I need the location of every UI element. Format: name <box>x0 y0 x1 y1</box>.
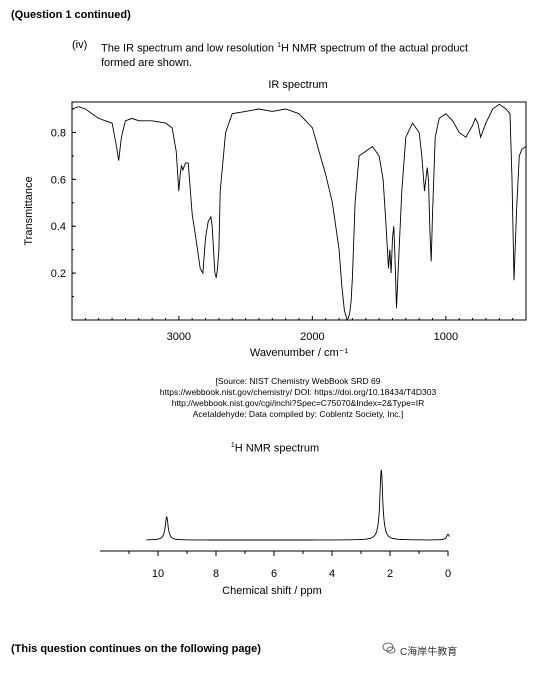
question-text-line2: formed are shown. <box>101 56 193 69</box>
nmr-x-tick-label: 8 <box>213 568 219 580</box>
nmr-x-axis: 10 8 6 4 2 0 <box>128 551 451 580</box>
ir-y-tick-label: 0.4 <box>51 221 66 233</box>
ir-x-label: Wavenumber / cm⁻¹ <box>250 347 349 359</box>
source-line-4: Acetaldehyde: Data compiled by: Coblentz… <box>192 409 404 419</box>
ir-y-label: Transmittance <box>23 176 35 245</box>
ir-x-tick-label: 3000 <box>167 331 191 343</box>
question-text-pre: The IR spectrum and low resolution <box>101 42 278 55</box>
ir-y-tick-label: 0.6 <box>51 174 66 186</box>
ir-x-axis: 3000 2000 1000 <box>84 316 514 343</box>
nmr-title: 1H NMR spectrum <box>100 442 450 455</box>
ir-spectrum-line <box>71 103 527 322</box>
wechat-icon <box>382 642 396 654</box>
continues-footer: (This question continues on the followin… <box>11 643 261 655</box>
ir-y-tick-label: 0.8 <box>51 127 66 139</box>
ir-y-tick-label: 0.2 <box>51 268 66 280</box>
source-citation: [Source: NIST Chemistry WebBook SRD 69 h… <box>70 376 526 420</box>
question-text-post: H NMR spectrum of the actual product <box>281 42 469 55</box>
question-text: The IR spectrum and low resolution 1H NM… <box>101 39 521 70</box>
question-text-superscript: 1 <box>277 42 281 49</box>
source-line-3: http://webbook.nist.gov/cgi/inchi?Spec=C… <box>171 398 425 408</box>
question-number: (iv) <box>72 39 88 51</box>
ir-title: IR spectrum <box>268 79 328 91</box>
ir-x-tick-label: 2000 <box>300 331 324 343</box>
ir-x-tick-label: 1000 <box>434 331 458 343</box>
source-line-1: [Source: NIST Chemistry WebBook SRD 69 <box>215 376 381 386</box>
nmr-x-label: Chemical shift / ppm <box>222 585 322 597</box>
nmr-spectrum-line <box>146 469 450 541</box>
nmr-title-text: H NMR spectrum <box>234 442 320 455</box>
nmr-x-tick-label: 4 <box>329 568 335 580</box>
ir-y-axis: 0.2 0.4 0.6 0.8 <box>51 108 76 298</box>
nmr-x-tick-label: 6 <box>271 568 277 580</box>
nmr-x-tick-label: 0 <box>445 568 451 580</box>
source-line-2: https://webbook.nist.gov/chemistry/ DOI:… <box>159 387 437 397</box>
watermark-text: C海岸牛教育 <box>400 647 458 658</box>
nmr-x-tick-label: 10 <box>152 568 164 580</box>
nmr-x-tick-label: 2 <box>387 568 393 580</box>
nmr-title-superscript: 1 <box>230 442 235 449</box>
continued-header: (Question 1 continued) <box>11 9 131 21</box>
